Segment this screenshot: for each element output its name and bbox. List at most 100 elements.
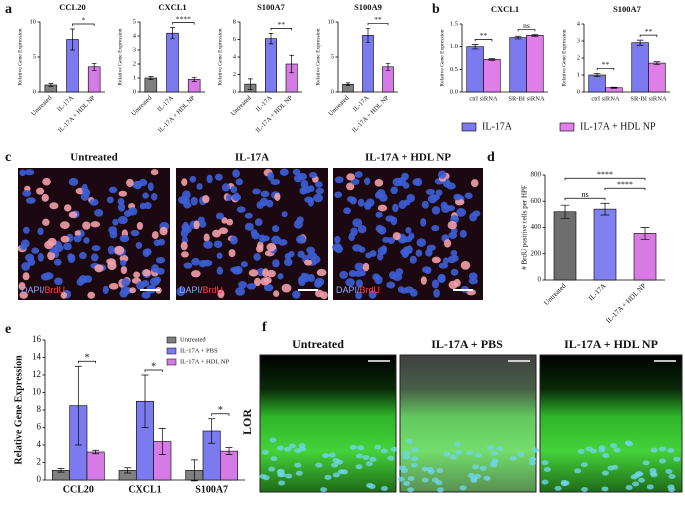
nucleus bbox=[490, 462, 498, 468]
micrograph: DAPI/BrdU bbox=[176, 168, 328, 300]
nucleus bbox=[355, 464, 363, 470]
y-axis-label: Relative Gene Expression bbox=[217, 28, 223, 85]
nucleus bbox=[483, 475, 491, 481]
error-bar bbox=[471, 44, 479, 50]
y-tick-label: 8 bbox=[37, 404, 42, 414]
x-tick-label: Untreated bbox=[30, 94, 54, 118]
significance-label: * bbox=[218, 405, 223, 416]
micrograph: DAPI/BrdU bbox=[332, 168, 483, 300]
nucleus bbox=[390, 186, 398, 195]
y-tick-label: 0 bbox=[133, 88, 136, 95]
chart-title: CXCL1 bbox=[491, 4, 519, 14]
nucleus bbox=[108, 186, 118, 194]
nucleus bbox=[269, 437, 277, 443]
bar bbox=[553, 211, 577, 281]
nucleus bbox=[240, 261, 248, 268]
error-bar bbox=[653, 61, 661, 65]
y-axis-label: Relative Gene Expression bbox=[439, 29, 445, 86]
nucleus bbox=[354, 262, 365, 271]
nucleus bbox=[147, 182, 154, 192]
nucleus bbox=[376, 189, 386, 198]
nucleus bbox=[106, 196, 114, 204]
nucleus bbox=[42, 218, 50, 226]
nucleus bbox=[598, 447, 606, 453]
nucleus bbox=[380, 245, 388, 253]
y-tick-label: 2 bbox=[577, 54, 580, 61]
nucleus bbox=[410, 462, 418, 468]
nucleus bbox=[150, 192, 158, 201]
significance-label: ** bbox=[645, 27, 653, 36]
nucleus bbox=[635, 471, 643, 477]
error-bar bbox=[48, 83, 54, 87]
nucleus bbox=[142, 269, 151, 277]
nucleus bbox=[298, 275, 306, 284]
error-bar bbox=[170, 27, 175, 40]
nucleus bbox=[261, 449, 269, 455]
nucleus bbox=[625, 485, 633, 491]
panel-label: b bbox=[432, 2, 440, 17]
bar bbox=[362, 34, 374, 93]
y-tick-label: 1.5 bbox=[450, 20, 458, 27]
nucleus bbox=[585, 446, 593, 452]
y-tick-label: 800 bbox=[531, 171, 542, 179]
nucleus bbox=[278, 480, 286, 486]
nucleus bbox=[136, 221, 144, 230]
nucleus bbox=[375, 211, 383, 218]
legend-swatch bbox=[559, 122, 575, 132]
nucleus bbox=[315, 462, 323, 468]
nucleus bbox=[409, 255, 417, 264]
nucleus bbox=[349, 444, 357, 450]
nucleus bbox=[602, 452, 610, 458]
x-tick-label: CXCL1 bbox=[128, 484, 161, 495]
nucleus bbox=[337, 469, 345, 475]
significance-bracket bbox=[596, 67, 615, 71]
error-bar bbox=[57, 468, 65, 473]
error-bar bbox=[385, 62, 391, 71]
y-tick-label: 0 bbox=[37, 474, 42, 484]
nucleus bbox=[581, 486, 589, 492]
nucleus bbox=[430, 194, 440, 201]
nucleus bbox=[438, 273, 446, 282]
significance-bracket bbox=[604, 187, 646, 191]
error-bar bbox=[365, 27, 371, 43]
y-axis-label: Relative Gene Expression bbox=[117, 28, 123, 85]
nucleus bbox=[402, 454, 410, 460]
bar bbox=[526, 35, 544, 93]
nucleus bbox=[438, 262, 449, 269]
nucleus bbox=[231, 266, 241, 275]
nucleus bbox=[78, 275, 88, 284]
nucleus bbox=[405, 438, 413, 444]
nucleus bbox=[285, 473, 293, 479]
y-tick-label: 14 bbox=[32, 352, 42, 362]
nucleus bbox=[369, 456, 377, 462]
x-tick-label: S100A7 bbox=[195, 484, 228, 495]
image-background bbox=[540, 355, 682, 492]
nucleus bbox=[421, 200, 429, 209]
nucleus bbox=[43, 272, 54, 280]
nucleus bbox=[94, 209, 104, 217]
nucleus bbox=[253, 252, 261, 261]
nucleus bbox=[531, 447, 539, 453]
nucleus bbox=[49, 202, 59, 210]
nucleus bbox=[454, 198, 465, 206]
image-title: Untreated bbox=[70, 152, 117, 164]
nucleus bbox=[334, 191, 343, 198]
nucleus bbox=[279, 168, 289, 176]
nucleus bbox=[387, 455, 395, 461]
nucleus bbox=[114, 245, 125, 255]
nucleus bbox=[181, 178, 188, 187]
nucleus bbox=[270, 456, 278, 462]
nucleus bbox=[365, 252, 373, 259]
nucleus bbox=[350, 227, 358, 236]
nucleus bbox=[23, 226, 30, 234]
error-bar bbox=[514, 35, 522, 40]
nucleus bbox=[447, 221, 457, 230]
error-bar bbox=[92, 449, 100, 455]
nucleus bbox=[268, 466, 276, 472]
error-bar bbox=[636, 39, 644, 46]
nucleus bbox=[281, 211, 288, 218]
error-bar bbox=[225, 447, 233, 455]
nucleus bbox=[296, 235, 306, 244]
nucleus bbox=[212, 229, 222, 238]
